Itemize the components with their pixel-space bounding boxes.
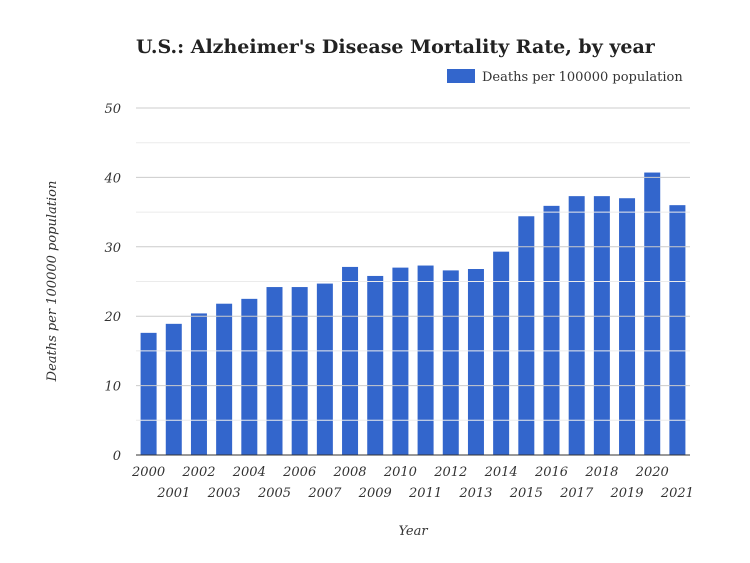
x-tick-label: 2000 bbox=[131, 465, 165, 480]
y-axis-label: Deaths per 100000 population bbox=[45, 181, 60, 383]
x-tick-label: 2009 bbox=[358, 486, 392, 501]
x-axis-label: Year bbox=[398, 524, 428, 539]
x-tick-label: 2015 bbox=[509, 486, 543, 501]
y-tick-label: 40 bbox=[103, 171, 121, 186]
bar bbox=[266, 287, 283, 455]
legend-swatch bbox=[447, 69, 475, 83]
y-tick-label: 30 bbox=[104, 241, 121, 256]
x-tick-label: 2017 bbox=[559, 486, 594, 501]
x-tick-label: 2006 bbox=[282, 465, 316, 480]
bar bbox=[644, 172, 661, 456]
bar bbox=[493, 251, 510, 455]
y-tick-label: 20 bbox=[103, 310, 121, 325]
bar bbox=[241, 298, 258, 455]
x-tick-label: 2016 bbox=[534, 465, 568, 480]
bar bbox=[568, 196, 585, 455]
bar bbox=[190, 313, 207, 455]
y-tick-label: 10 bbox=[104, 380, 121, 395]
x-tick-label: 2005 bbox=[257, 486, 291, 501]
bar bbox=[417, 265, 434, 455]
x-tick-label: 2021 bbox=[660, 486, 694, 501]
x-tick-label: 2014 bbox=[484, 465, 518, 480]
bar bbox=[543, 205, 560, 455]
bar bbox=[442, 270, 459, 455]
x-tick-label: 2012 bbox=[433, 465, 467, 480]
bar bbox=[342, 266, 359, 455]
y-tick-label: 0 bbox=[113, 449, 121, 464]
x-tick-label: 2019 bbox=[609, 486, 643, 501]
x-tick-label: 2003 bbox=[207, 486, 241, 501]
bar bbox=[140, 332, 157, 455]
x-tick-label: 2008 bbox=[332, 465, 366, 480]
x-tick-label: 2018 bbox=[584, 465, 618, 480]
x-tick-label: 2011 bbox=[408, 486, 442, 501]
bar bbox=[518, 216, 535, 455]
x-tick-label: 2013 bbox=[458, 486, 492, 501]
bar bbox=[316, 283, 333, 455]
x-tick-label: 2004 bbox=[232, 465, 266, 480]
bar bbox=[669, 205, 686, 455]
y-tick-label: 50 bbox=[104, 102, 121, 117]
bar bbox=[367, 275, 384, 455]
bar bbox=[392, 267, 409, 455]
bar bbox=[593, 196, 610, 455]
x-tick-label: 2002 bbox=[181, 465, 215, 480]
bar bbox=[619, 198, 636, 455]
x-tick-label: 2007 bbox=[307, 486, 342, 501]
bar bbox=[467, 269, 484, 455]
legend-label: Deaths per 100000 population bbox=[482, 70, 683, 85]
bar bbox=[291, 287, 308, 455]
bar bbox=[165, 323, 182, 455]
chart-title: U.S.: Alzheimer's Disease Mortality Rate… bbox=[136, 36, 655, 58]
x-tick-label: 2010 bbox=[383, 465, 417, 480]
x-tick-label: 2001 bbox=[156, 486, 190, 501]
x-tick-label: 2020 bbox=[635, 465, 669, 480]
bar bbox=[216, 303, 233, 455]
